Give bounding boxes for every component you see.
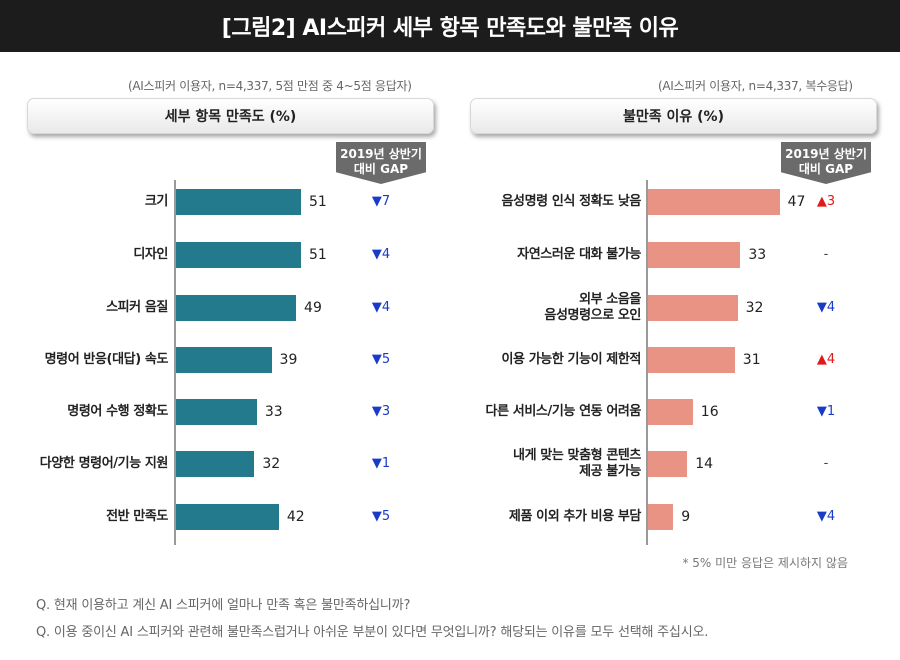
left-category-label-line: 스피커 음질 [106, 300, 168, 315]
right-bar [648, 347, 735, 373]
left-gap-value: ▼5 [371, 509, 391, 524]
right-gap-badge-line1: 2019년 상반기 [785, 147, 867, 161]
figure-title: [그림2] AI스피커 세부 항목 만족도와 불만족 이유 [0, 0, 900, 52]
left-category-label: 전반 만족도 [8, 509, 168, 525]
right-bar [648, 504, 674, 530]
right-category-label-line: 자연스러운 대화 불가능 [517, 247, 641, 262]
left-bar [176, 347, 272, 373]
left-value-label: 39 [279, 352, 298, 368]
right-category-label: 제품 이외 추가 비용 부담 [441, 509, 642, 525]
left-value-label: 33 [264, 404, 283, 420]
left-category-label: 명령어 반응(대답) 속도 [8, 352, 169, 368]
left-gap-badge-line1: 2019년 상반기 [340, 147, 422, 161]
right-sample-note: (AI스피커 이용자, n=4,337, 복수응답) [658, 79, 853, 93]
right-category-label-line: 제품 이외 추가 비용 부담 [508, 509, 642, 524]
left-category-label-line: 크기 [144, 194, 169, 209]
right-value-label: 32 [745, 300, 764, 316]
left-gap-badge: 2019년 상반기 대비 GAP [336, 142, 426, 184]
left-gap-value: ▼1 [371, 456, 391, 471]
left-gap-badge-line2: 대비 GAP [353, 162, 409, 176]
right-gap-badge: 2019년 상반기 대비 GAP [781, 142, 871, 184]
right-gap-value: - [823, 456, 829, 471]
left-value-label: 32 [262, 456, 281, 472]
right-category-label-line: 외부 소음을 [579, 292, 641, 307]
left-axis-line [174, 180, 176, 545]
left-category-label: 명령어 수행 정확도 [8, 404, 168, 420]
left-value-label: 51 [308, 247, 327, 263]
right-category-label-line: 내게 맞는 맞춤형 콘텐츠 [513, 448, 641, 463]
left-gap-value: ▼3 [371, 404, 391, 419]
left-panel-title: 세부 항목 만족도 (%) [27, 98, 434, 134]
right-panel-title: 불만족 이유 (%) [470, 98, 877, 134]
left-category-label-line: 다양한 명령어/기능 지원 [39, 456, 169, 471]
right-value-label: 16 [700, 404, 719, 420]
left-bar [176, 242, 301, 268]
right-gap-value: ▼4 [816, 300, 836, 315]
right-category-label-line: 제공 불가능 [579, 464, 641, 479]
right-value-label: 47 [787, 194, 806, 210]
question-1: Q. 현재 이용하고 계신 AI 스피커에 얼마나 만족 혹은 불만족하십니까? [36, 598, 411, 613]
left-bar [176, 504, 279, 530]
left-bar [176, 189, 301, 215]
right-category-label: 자연스러운 대화 불가능 [441, 247, 641, 263]
right-gap-badge-line2: 대비 GAP [798, 162, 854, 176]
left-category-label-line: 디자인 [133, 247, 168, 262]
right-category-label: 내게 맞는 맞춤형 콘텐츠 제공 불가능 [441, 448, 641, 480]
right-category-label-line: 다른 서비스/기능 연동 어려움 [485, 404, 642, 419]
left-gap-value: ▼7 [371, 194, 391, 209]
left-category-label: 다양한 명령어/기능 지원 [8, 456, 169, 472]
right-category-label-line: 음성명령으로 오인 [544, 308, 641, 323]
left-sample-note: (AI스피커 이용자, n=4,337, 5점 만점 중 4~5점 응답자) [128, 79, 412, 93]
right-category-label: 음성명령 인식 정확도 낮음 [441, 194, 641, 210]
left-category-label: 스피커 음질 [8, 300, 168, 316]
left-category-label-line: 명령어 반응(대답) 속도 [44, 352, 169, 367]
left-bar [176, 295, 297, 321]
right-value-label: 31 [742, 352, 761, 368]
right-category-label: 이용 가능한 기능이 제한적 [441, 352, 641, 368]
left-category-label: 크기 [8, 194, 169, 210]
left-bar [176, 399, 257, 425]
right-bar [648, 189, 780, 215]
left-value-label: 51 [308, 194, 327, 210]
footnote: * 5% 미만 응답은 제시하지 않음 [682, 556, 848, 570]
right-gap-value: ▼1 [816, 404, 836, 419]
left-bar [176, 451, 255, 477]
left-category-label: 디자인 [8, 247, 168, 263]
right-gap-value: ▼4 [816, 509, 836, 524]
left-category-label-line: 전반 만족도 [106, 509, 168, 524]
right-gap-value: - [823, 247, 829, 262]
right-category-label: 외부 소음을 음성명령으로 오인 [441, 292, 641, 324]
left-gap-value: ▼4 [371, 300, 391, 315]
right-category-label: 다른 서비스/기능 연동 어려움 [441, 404, 642, 420]
left-value-label: 49 [304, 300, 322, 316]
right-gap-value: ▲3 [816, 194, 836, 209]
right-gap-value: ▲4 [816, 352, 836, 367]
right-category-label-line: 이용 가능한 기능이 제한적 [501, 352, 641, 367]
left-category-label-line: 명령어 수행 정확도 [67, 404, 168, 419]
right-bar [648, 242, 741, 268]
left-value-label: 42 [286, 509, 305, 525]
question-2: Q. 이용 중이신 AI 스피커와 관련해 불만족스럽거나 아쉬운 부분이 있다… [36, 625, 709, 640]
right-bar [648, 451, 688, 477]
right-value-label: 33 [748, 247, 767, 263]
right-bar [648, 399, 693, 425]
right-bar [648, 295, 738, 321]
right-value-label: 9 [681, 509, 691, 525]
right-category-label-line: 음성명령 인식 정확도 낮음 [501, 194, 641, 209]
right-axis-line [646, 180, 648, 545]
right-value-label: 14 [695, 456, 714, 472]
left-gap-value: ▼5 [371, 352, 391, 367]
left-gap-value: ▼4 [371, 247, 391, 262]
